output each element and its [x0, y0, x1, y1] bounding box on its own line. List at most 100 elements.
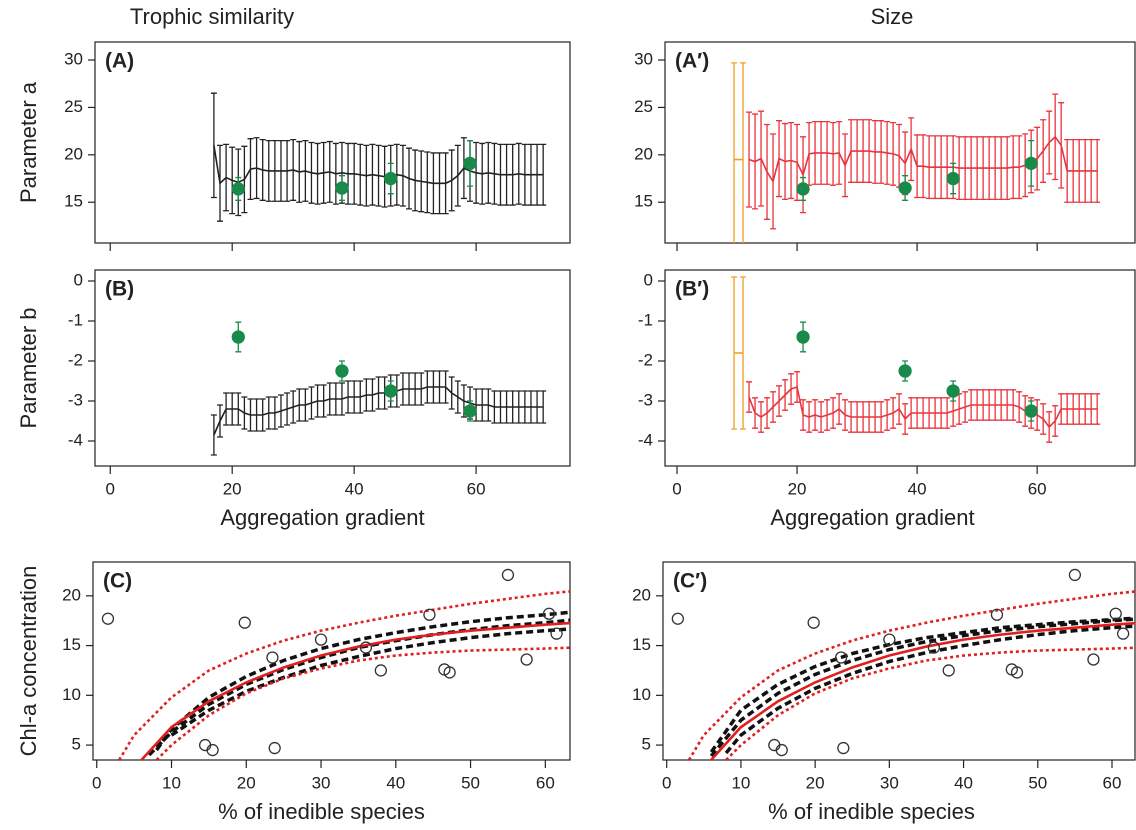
x-tick-label: 0 — [106, 479, 115, 498]
error-bar — [731, 62, 738, 243]
y-tick-label: 15 — [634, 192, 653, 211]
data-point — [101, 612, 115, 625]
y-tick-label: -2 — [68, 350, 83, 369]
x-tick-label: 0 — [92, 773, 101, 792]
x-axis-title: % of inedible species — [768, 799, 975, 824]
data-point — [775, 743, 788, 757]
column-title: Trophic similarity — [130, 4, 294, 29]
y-tick-label: 15 — [64, 192, 83, 211]
estimate-point — [335, 364, 349, 378]
fit-curve — [155, 610, 570, 752]
fit-curve — [147, 618, 570, 757]
plot-frame — [664, 41, 1136, 244]
y-tick-label: -3 — [68, 390, 83, 409]
data-point — [1116, 627, 1130, 640]
fit-curve — [725, 646, 1135, 760]
x-tick-label: 40 — [954, 773, 973, 792]
estimate-point — [898, 364, 912, 378]
data-point — [423, 608, 436, 621]
y-tick-label: 15 — [62, 635, 81, 654]
y-tick-label: 20 — [632, 585, 651, 604]
data-point — [542, 607, 556, 620]
x-tick-label: 20 — [806, 773, 825, 792]
y-tick-label: -1 — [68, 310, 83, 329]
x-tick-label: 20 — [237, 773, 256, 792]
plot-area — [101, 568, 570, 760]
data-point — [927, 641, 941, 654]
y-tick-label: 15 — [632, 635, 651, 654]
data-point — [883, 633, 896, 646]
y-tick-label: -4 — [638, 430, 653, 449]
data-point — [443, 666, 456, 679]
panel-label: (B) — [105, 278, 134, 301]
x-tick-label: 30 — [312, 773, 331, 792]
x-tick-label: 10 — [162, 773, 181, 792]
fit-curve — [709, 617, 1135, 758]
data-point — [314, 633, 328, 646]
x-tick-label: 60 — [536, 773, 555, 792]
y-tick-label: 20 — [634, 144, 653, 163]
data-point — [990, 608, 1004, 621]
data-point — [837, 741, 850, 755]
fit-curve — [724, 624, 1135, 755]
plot-frame — [94, 269, 571, 467]
x-tick-label: 0 — [662, 773, 671, 792]
error-bar — [731, 276, 738, 430]
y-tick-label: 20 — [62, 585, 81, 604]
x-tick-label: 60 — [1028, 479, 1047, 498]
panel-label: (A) — [105, 50, 134, 73]
estimate-point — [384, 171, 398, 186]
y-tick-label: 5 — [642, 735, 651, 754]
data-point — [266, 651, 279, 664]
panel-label: (C) — [103, 570, 132, 593]
y-tick-label: 25 — [64, 97, 83, 116]
estimate-point — [796, 182, 810, 196]
mean-line — [213, 386, 544, 436]
mean-line — [748, 385, 1098, 429]
x-tick-label: 50 — [461, 773, 480, 792]
data-point — [238, 616, 251, 629]
data-point — [1068, 568, 1082, 582]
x-tick-label: 30 — [880, 773, 899, 792]
data-point — [834, 651, 848, 664]
estimate-point — [335, 181, 349, 195]
y-tick-label: 20 — [64, 144, 83, 163]
data-point — [198, 738, 212, 752]
estimate-point — [946, 384, 960, 398]
x-tick-label: 20 — [223, 479, 242, 498]
fit-curve — [118, 590, 570, 760]
data-point — [671, 612, 684, 625]
plot-area — [671, 568, 1135, 760]
x-axis-title: % of inedible species — [218, 799, 425, 824]
mean-line — [748, 135, 1098, 184]
fit-curve — [687, 590, 1135, 760]
data-point — [374, 664, 387, 677]
x-tick-label: 40 — [345, 479, 364, 498]
x-tick-label: 60 — [1103, 773, 1122, 792]
y-tick-label: 30 — [634, 49, 653, 68]
fit-curve — [709, 616, 1135, 754]
panel-label: (C′) — [673, 570, 707, 593]
error-bar — [210, 414, 217, 456]
y-tick-label: 25 — [634, 97, 653, 116]
estimate-point — [463, 404, 477, 418]
data-point — [942, 664, 955, 677]
x-tick-label: 20 — [788, 479, 807, 498]
plot-frame — [94, 41, 571, 244]
estimate-point — [898, 181, 912, 195]
data-point — [268, 741, 281, 755]
plot-frame — [662, 561, 1136, 761]
mean-line — [213, 145, 544, 185]
fit-curve — [709, 621, 1135, 760]
y-tick-label: 30 — [64, 49, 83, 68]
x-tick-label: 50 — [1028, 773, 1047, 792]
y-axis-title: Parameter b — [16, 307, 41, 428]
plot-area — [731, 62, 1101, 243]
plot-area — [210, 92, 547, 222]
panel-label: (A′) — [675, 50, 709, 73]
y-axis-title: Chl-a concentration — [16, 566, 41, 757]
y-tick-label: 10 — [632, 685, 651, 704]
y-tick-label: -1 — [638, 310, 653, 329]
panel-label: (B′) — [675, 278, 709, 301]
estimate-point — [1024, 156, 1038, 171]
